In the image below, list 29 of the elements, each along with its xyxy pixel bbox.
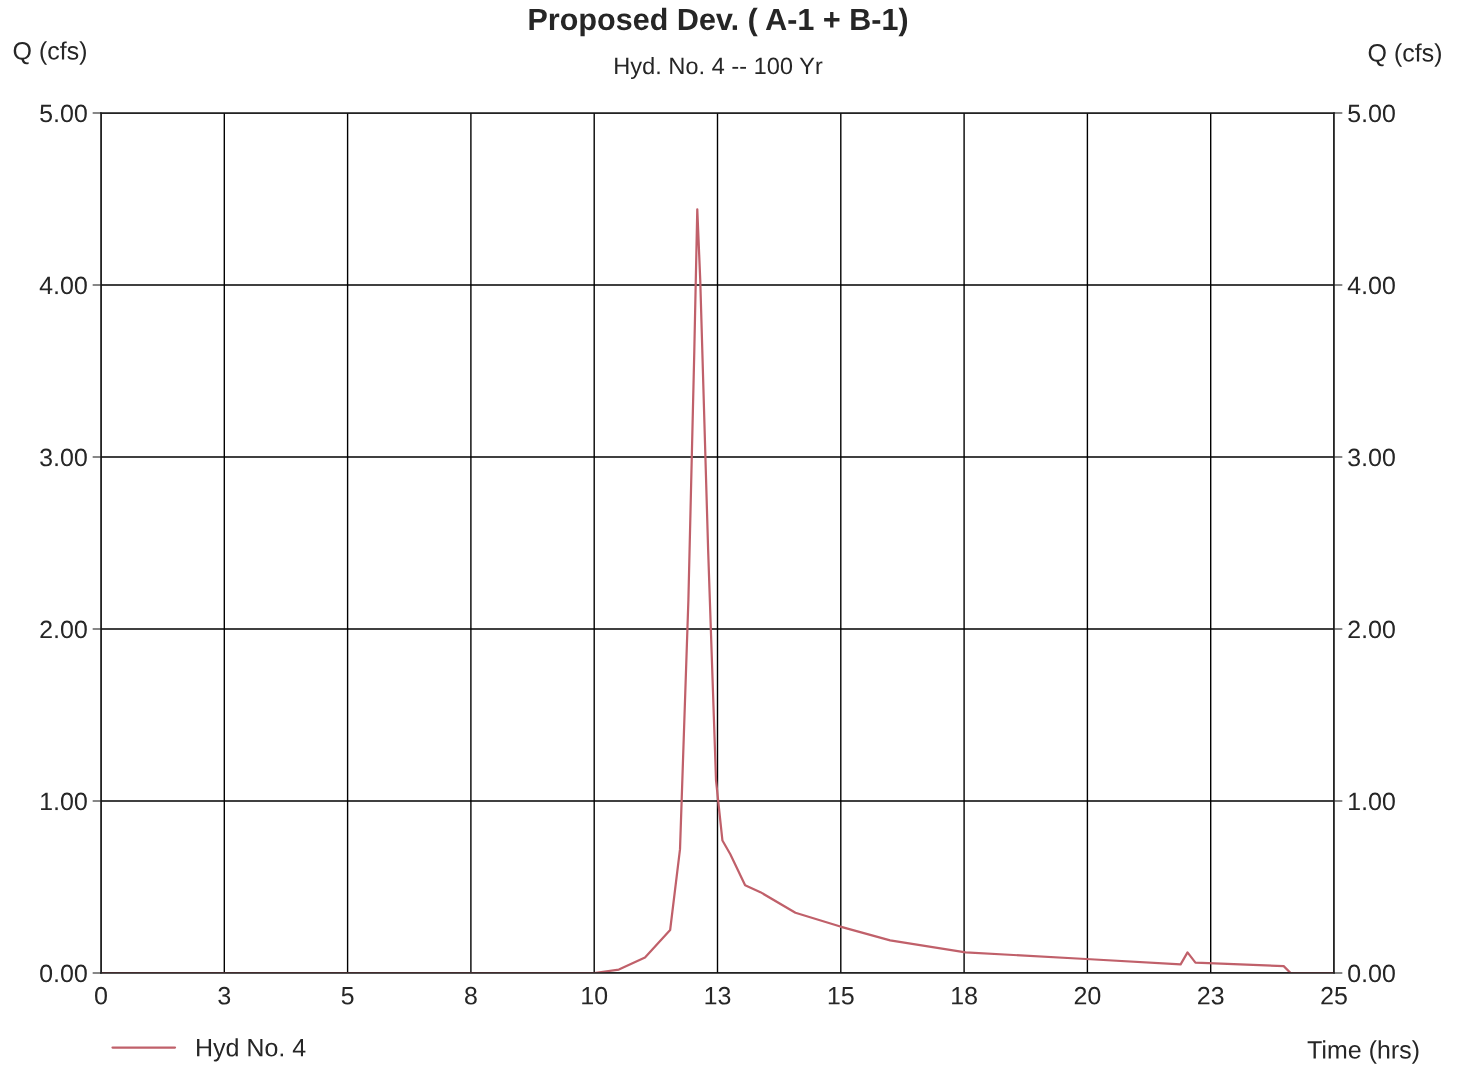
y-tick-label: 2.00 [40,620,87,639]
legend-label: Hyd No. 4 [197,1038,306,1062]
x-axis-title: Time (hrs) [1307,1040,1419,1064]
y-tick-label: 0.00 [40,964,87,983]
chart-title: Proposed Dev. ( A-1 + B-1) [529,7,908,37]
x-tick-label: 10 [582,986,608,1005]
y2-tick-label: 3.00 [1348,448,1395,467]
y-tick-label: 4.00 [39,276,87,295]
x-tick-label: 25 [1321,986,1347,1005]
x-tick-label: 8 [465,986,477,1005]
y-tick-label: 1.00 [41,792,87,811]
y2-tick-label: 5.00 [1348,104,1395,123]
x-tick-label: 0 [95,986,107,1005]
x-tick-label: 23 [1198,986,1224,1005]
x-tick-label: 15 [828,987,854,1005]
y-axis-title: Q (cfs) [13,41,86,65]
x-tick-label: 13 [705,986,731,1005]
y-tick-label: 3.00 [40,448,87,467]
x-tick-label: 18 [952,986,977,1005]
x-tick-label: 20 [1074,986,1101,1005]
y2-axis-title: Q (cfs) [1368,43,1441,67]
y-tick-label: 5.00 [40,104,87,123]
x-tick-label: 5 [341,987,354,1005]
y2-tick-label: 0.00 [1348,964,1395,983]
y2-tick-label: 2.00 [1348,620,1395,639]
x-tick-label: 3 [218,986,231,1005]
chart-subtitle: Hyd. No. 4 -- 100 Yr [615,57,823,79]
y2-tick-label: 1.00 [1349,792,1395,811]
y2-tick-label: 4.00 [1347,276,1395,295]
